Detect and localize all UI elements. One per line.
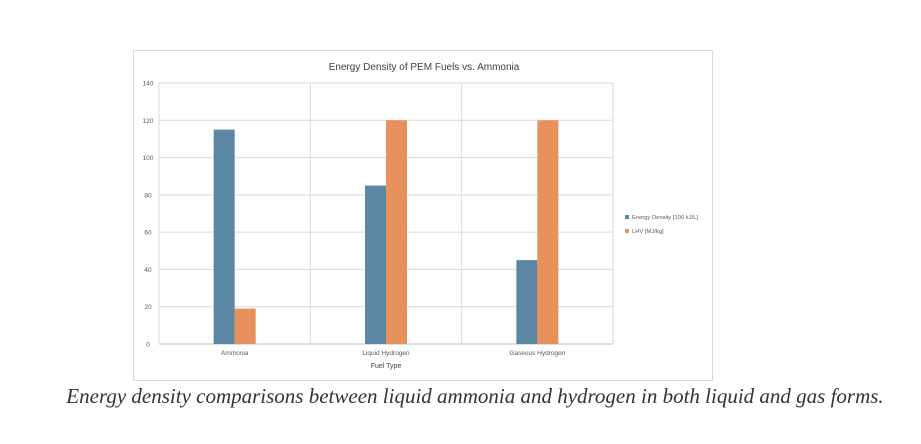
y-tick-label: 20 [144,304,152,311]
bars [213,120,559,345]
chart-frame: Energy Density of PEM Fuels vs. Ammonia … [133,50,713,381]
x-tick-label: Ammonia [221,350,249,357]
legend-swatch [625,215,629,219]
figure-caption: Energy density comparisons between liqui… [66,384,884,408]
y-tick-label: 100 [143,155,154,162]
x-tick-label: Gaseous Hydrogen [509,350,565,357]
y-tick-label: 120 [143,118,154,125]
bar [516,260,538,344]
y-tick-label: 140 [143,81,154,88]
bar-chart: Energy Density of PEM Fuels vs. Ammonia … [143,62,699,370]
x-axis-title: Fuel Type [371,363,402,370]
bar [213,129,235,344]
bar [386,120,407,345]
legend-swatch [625,229,629,233]
bar [234,308,256,344]
y-tick-label: 80 [144,192,152,199]
legend: Energy Density [100 kJ/L] LHV [MJ/kg] [625,215,698,235]
axis-labels: 0 20 40 60 80 100 120 140 Ammonia Liquid Hydrogen… [143,81,566,358]
legend-label: LHV [MJ/kg] [632,229,664,235]
y-tick-label: 60 [144,230,152,237]
bar [537,120,559,345]
y-tick-label: 0 [146,342,150,349]
y-tick-label: 40 [144,267,152,274]
chart-title: Energy Density of PEM Fuels vs. Ammonia [329,62,520,73]
x-tick-label: Liquid Hydrogen [362,350,410,357]
legend-label: Energy Density [100 kJ/L] [632,215,698,221]
bar [365,185,386,344]
